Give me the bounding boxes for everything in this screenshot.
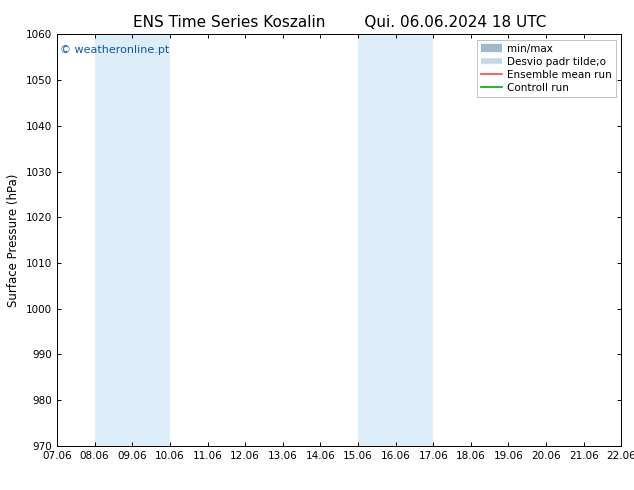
Legend: min/max, Desvio padr tilde;o, Ensemble mean run, Controll run: min/max, Desvio padr tilde;o, Ensemble m… — [477, 40, 616, 97]
Bar — [621, 34, 634, 446]
Bar — [358, 34, 433, 446]
Title: ENS Time Series Koszalin        Qui. 06.06.2024 18 UTC: ENS Time Series Koszalin Qui. 06.06.2024… — [133, 15, 546, 30]
Y-axis label: Surface Pressure (hPa): Surface Pressure (hPa) — [8, 173, 20, 307]
Text: © weatheronline.pt: © weatheronline.pt — [60, 45, 169, 54]
Bar — [94, 34, 170, 446]
